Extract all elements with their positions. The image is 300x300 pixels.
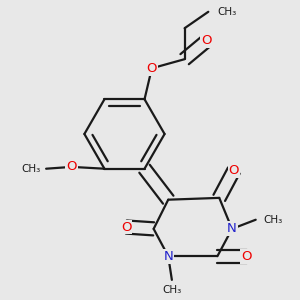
Text: CH₃: CH₃ xyxy=(162,285,182,295)
Text: N: N xyxy=(227,222,237,236)
Text: O: O xyxy=(121,220,132,233)
Text: CH₃: CH₃ xyxy=(263,215,282,225)
Text: CH₃: CH₃ xyxy=(21,164,41,174)
Text: O: O xyxy=(241,250,252,263)
Text: O: O xyxy=(201,34,212,47)
Text: O: O xyxy=(147,62,157,75)
Text: O: O xyxy=(229,164,239,177)
Text: CH₃: CH₃ xyxy=(218,7,237,17)
Text: O: O xyxy=(66,160,77,173)
Text: N: N xyxy=(163,250,173,263)
